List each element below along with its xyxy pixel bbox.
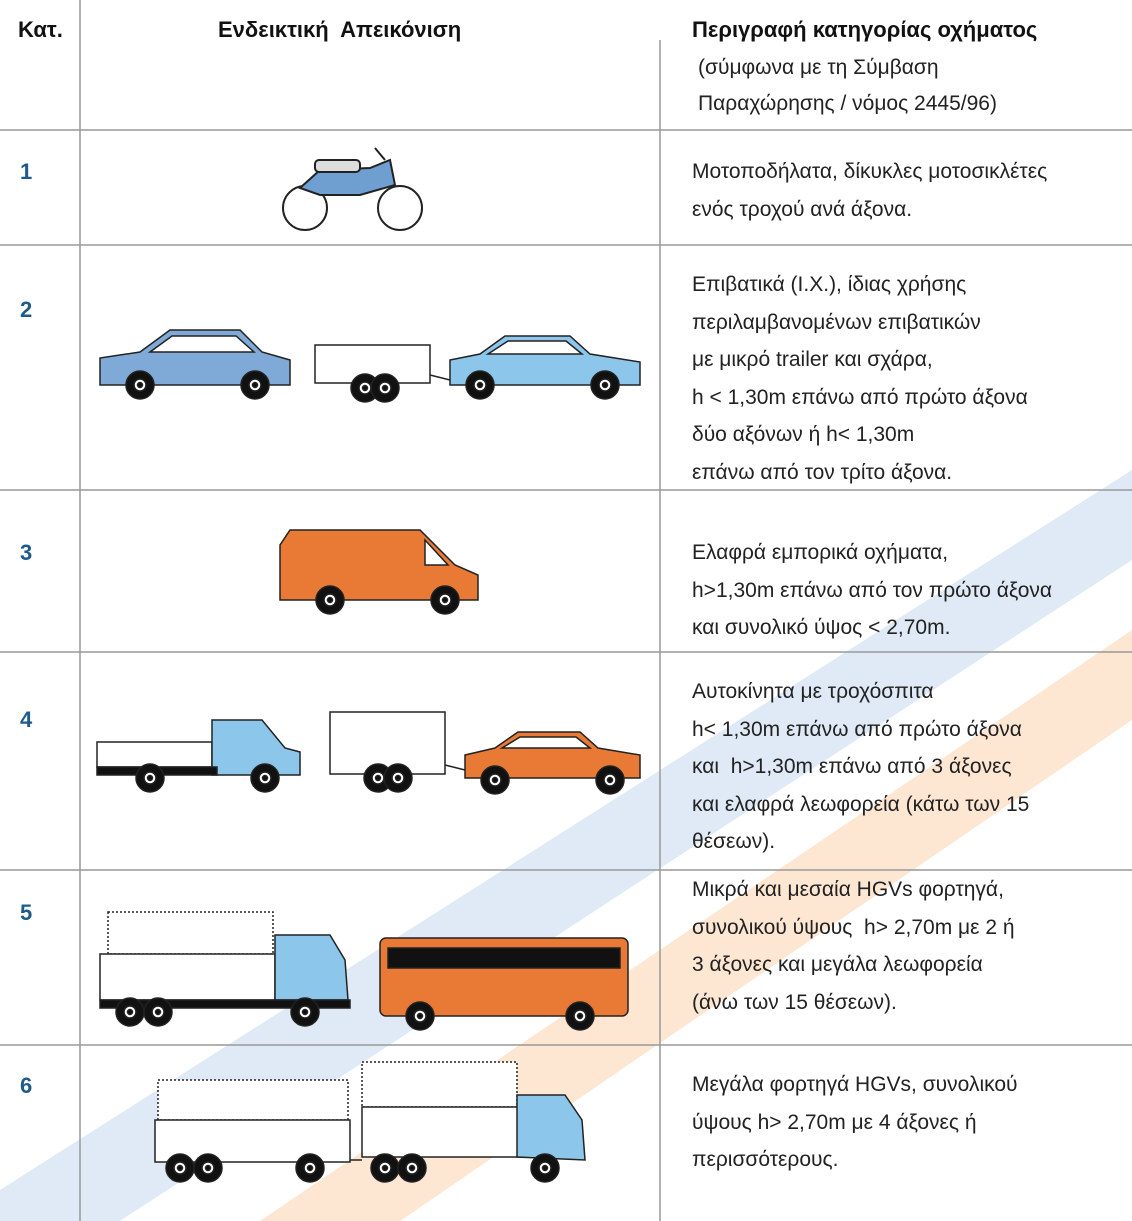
description-line: με μικρό trailer και σχάρα, bbox=[692, 348, 933, 372]
van bbox=[280, 530, 478, 614]
description-line: περιλαμβανομένων επιβατικών bbox=[692, 311, 981, 335]
description-line: Μεγάλα φορτηγά HGVs, συνολικού bbox=[692, 1073, 1018, 1097]
category-number: 2 bbox=[20, 298, 32, 322]
category-number: 6 bbox=[20, 1074, 32, 1098]
bus bbox=[380, 938, 628, 1030]
header-note: (σύμφωνα με τη Σύμβαση bbox=[698, 56, 939, 80]
truck bbox=[100, 912, 350, 1026]
motorcycle bbox=[283, 148, 422, 230]
description-line: και συνολικό ύψος < 2,70m. bbox=[692, 616, 950, 640]
header-category: Κατ. bbox=[18, 18, 63, 42]
description-line: ύψους h> 2,70m με 4 άξονες ή bbox=[692, 1111, 977, 1135]
category-table: Κατ. Ενδεικτική Απεικόνιση Περιγραφή κατ… bbox=[0, 0, 1132, 1221]
description-line: Μικρά και μεσαία HGVs φορτηγά, bbox=[692, 878, 1004, 902]
category-number: 3 bbox=[20, 541, 32, 565]
description-line: ενός τροχού ανά άξονα. bbox=[692, 198, 912, 222]
pickup-truck bbox=[97, 720, 300, 792]
description-line: και h>1,30m επάνω από 3 άξονες bbox=[692, 755, 1012, 779]
description-line: δύο αξόνων ή h< 1,30m bbox=[692, 423, 914, 447]
description-line: επάνω από τον τρίτο άξονα. bbox=[692, 461, 952, 485]
description-line: Ελαφρά εμπορικά οχήματα, bbox=[692, 541, 948, 565]
description-line: περισσότερους. bbox=[692, 1148, 839, 1172]
category-number: 4 bbox=[20, 708, 32, 732]
description-line: h< 1,30m επάνω από πρώτο άξονα bbox=[692, 718, 1022, 742]
description-line: h < 1,30m επάνω από πρώτο άξονα bbox=[692, 386, 1028, 410]
car-with-trailer bbox=[315, 336, 640, 402]
description-line: h>1,30m επάνω από τον πρώτο άξονα bbox=[692, 579, 1052, 603]
description-line: Μοτοποδήλατα, δίκυκλες μοτοσικλέτες bbox=[692, 160, 1047, 184]
header-note: Παραχώρησης / νόμος 2445/96) bbox=[698, 92, 997, 116]
category-number: 5 bbox=[20, 901, 32, 925]
description-line: και ελαφρά λεωφορεία (κάτω των 15 bbox=[692, 793, 1029, 817]
header-illustration: Ενδεικτική Απεικόνιση bbox=[218, 18, 461, 42]
description-line: θέσεων). bbox=[692, 830, 775, 854]
car bbox=[100, 330, 290, 399]
description-line: Αυτοκίνητα με τροχόσπιτα bbox=[692, 680, 934, 704]
description-line: Επιβατικά (Ι.Χ.), ίδιας χρήσης bbox=[692, 273, 966, 297]
description-line: 3 άξονες και μεγάλα λεωφορεία bbox=[692, 953, 983, 977]
category-number: 1 bbox=[20, 160, 32, 184]
description-line: συνολικού ύψους h> 2,70m με 2 ή bbox=[692, 916, 1015, 940]
description-line: (άνω των 15 θέσεων). bbox=[692, 991, 897, 1015]
header-description: Περιγραφή κατηγορίας οχήματος bbox=[692, 18, 1037, 42]
car-with-caravan bbox=[330, 712, 640, 794]
